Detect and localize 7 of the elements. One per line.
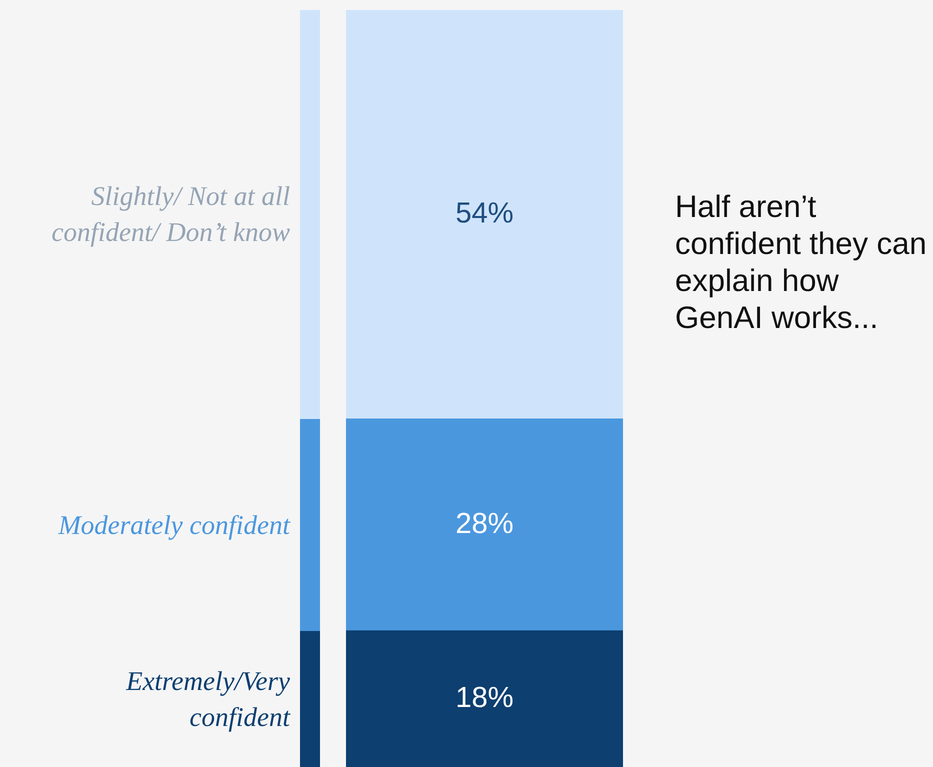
text: Slightly/ Not at all confident/ Don’t know bbox=[50, 180, 290, 250]
data-label: 54% bbox=[455, 197, 514, 230]
text: Moderately confident bbox=[57, 508, 290, 542]
data-label: 18% bbox=[455, 682, 514, 714]
data-label: 28% bbox=[455, 508, 514, 540]
text: Half aren’t confident they can explain how GenAI works... bbox=[675, 188, 928, 336]
text: Extremely/Very confident bbox=[124, 664, 290, 734]
